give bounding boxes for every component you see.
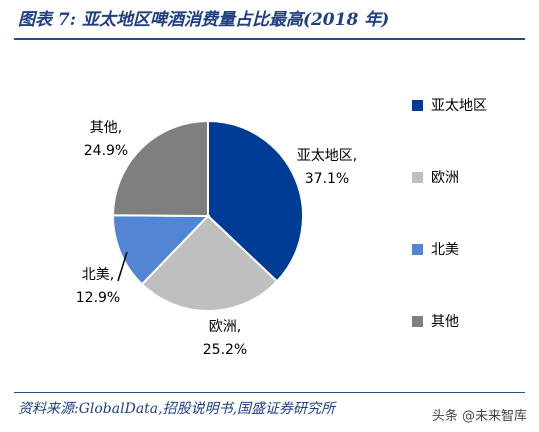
legend-label: 欧洲: [431, 170, 459, 186]
chart-title: 图表 7: 亚太地区啤酒消费量占比最高(2018 年): [18, 10, 390, 30]
legend-label: 北美: [431, 242, 459, 258]
pie-slice-4: [111, 119, 209, 218]
legend-swatch: [412, 243, 423, 255]
slice-value-label: 24.9%: [84, 143, 128, 159]
slice-category-label: 北美,: [82, 267, 114, 283]
title-rule: [14, 38, 525, 40]
legend-swatch: [412, 315, 423, 327]
pie-slice-3: [111, 214, 211, 286]
pie-slice-1: [207, 119, 304, 283]
slice-category-label: 其他,: [90, 120, 122, 136]
leader-line: [117, 251, 128, 282]
legend-item: 亚太地区: [412, 95, 487, 115]
pie-slice-2: [140, 214, 279, 312]
slice-value-label: 25.2%: [203, 342, 247, 358]
slice-value-label: 37.1%: [305, 171, 349, 187]
watermark-text: 头条 @未来智库: [431, 409, 527, 424]
slice-category-label: 欧洲,: [209, 319, 241, 335]
legend-label: 亚太地区: [431, 98, 487, 114]
source-note: 资料来源:GlobalData,招股说明书,国盛证券研究所: [18, 401, 336, 417]
legend-item: 北美: [412, 239, 459, 259]
slice-value-label: 12.9%: [76, 290, 120, 306]
legend-swatch: [412, 171, 423, 183]
source-rule: [14, 392, 525, 393]
legend-item: 欧洲: [412, 167, 459, 187]
legend-label: 其他: [431, 314, 459, 330]
legend-swatch: [412, 99, 423, 111]
legend-item: 其他: [412, 311, 459, 331]
slice-category-label: 亚太地区,: [297, 148, 357, 164]
